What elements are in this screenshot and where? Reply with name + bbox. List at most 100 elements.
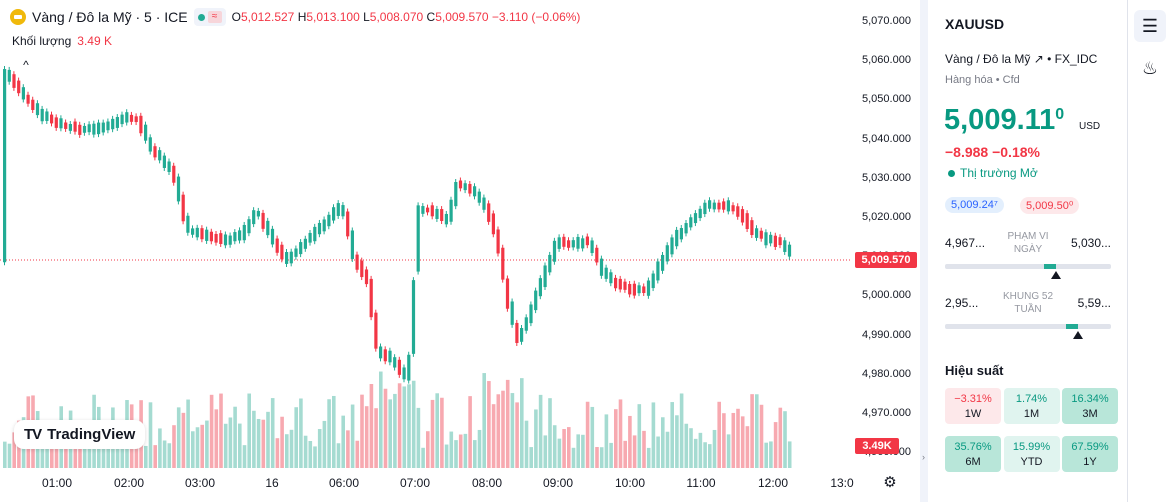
volume-bar <box>783 411 787 468</box>
price-currency: USD <box>1079 121 1101 132</box>
week52-range-fill <box>1065 324 1078 329</box>
candle <box>534 290 538 311</box>
volume-bar <box>548 398 552 468</box>
collapse-panel-icon[interactable]: › <box>922 452 925 462</box>
candle <box>247 219 251 234</box>
price-axis-label: 4,990.000 <box>862 328 911 341</box>
candle <box>26 94 30 104</box>
candle <box>181 194 185 222</box>
price-change: −8.988 −0.18% <box>945 144 1040 160</box>
price-axis[interactable]: 5,070.000 5,060.000 5,050.000 5,040.000 5,03… <box>852 0 920 470</box>
volume-bar <box>717 401 721 468</box>
chart-area[interactable]: Vàng / Đô la Mỹ · 5 · ICE ≈ O5,012.527 H… <box>0 0 920 502</box>
volume-bar <box>393 393 397 468</box>
volume-bar <box>440 397 444 468</box>
candle <box>787 244 792 257</box>
candle <box>435 208 439 219</box>
candle <box>186 215 190 233</box>
collapse-legend-button[interactable]: ^ <box>23 58 29 72</box>
candle <box>675 229 679 247</box>
tradingview-logo-icon: TV <box>24 426 42 443</box>
candle <box>783 240 787 252</box>
candle <box>78 124 82 135</box>
candle <box>637 285 641 294</box>
candle <box>618 278 622 290</box>
volume-bar <box>158 428 162 468</box>
candle <box>609 272 613 284</box>
symbol-details-panel: XAUUSD Vàng / Đô la Mỹ ↗ • FX_IDC Hàng h… <box>928 0 1127 502</box>
legend-status-pill[interactable]: ≈ <box>193 8 226 26</box>
watchlist-icon[interactable]: ☰ <box>1134 10 1166 42</box>
volume-bar <box>501 390 505 468</box>
candle <box>708 200 712 209</box>
volume-bar <box>736 408 740 468</box>
volume-bar <box>369 383 374 468</box>
tradingview-logo[interactable]: TV TradingView <box>14 420 146 449</box>
volume-bar <box>134 439 139 468</box>
candle <box>360 260 364 278</box>
time-axis-label: 10:00 <box>614 476 646 490</box>
time-axis-label: 16 <box>265 476 279 490</box>
candle <box>64 122 68 129</box>
candle <box>510 301 514 325</box>
volume-bar <box>313 446 317 468</box>
volume-bar <box>308 441 313 468</box>
volume-bar <box>205 420 209 468</box>
time-axis[interactable]: 01:00 02:00 03:00 16 06:00 07:00 08:00 09:00 10:… <box>0 470 854 498</box>
candlestick-chart[interactable] <box>0 0 852 470</box>
candle <box>769 234 773 244</box>
volume-bar <box>426 431 430 468</box>
volume-bar <box>656 436 660 468</box>
candle <box>665 245 669 262</box>
hot-lists-icon[interactable]: ♨ <box>1141 58 1159 78</box>
candle <box>238 230 242 241</box>
legend-title[interactable]: Vàng / Đô la Mỹ · 5 · ICE <box>32 9 188 25</box>
performance-title[interactable]: Hiệu suất <box>945 363 1004 378</box>
performance-cell-3m[interactable]: 16.34% 3M <box>1062 388 1118 424</box>
candle <box>336 203 340 216</box>
candle <box>327 214 331 227</box>
volume-bar <box>689 428 693 468</box>
symbol-description[interactable]: Vàng / Đô la Mỹ ↗ • FX_IDC <box>945 52 1098 66</box>
candle <box>350 230 354 259</box>
volume-bar <box>50 443 54 468</box>
volume-bar <box>275 438 280 468</box>
volume-bar <box>233 406 237 468</box>
performance-cell-1y[interactable]: 67.59% 1Y <box>1062 436 1118 472</box>
performance-cell-1w[interactable]: −3.31% 1W <box>945 388 1001 424</box>
volume-bar <box>322 420 327 468</box>
volume-bar <box>618 399 623 468</box>
candle <box>529 304 533 324</box>
volume-bar <box>599 447 604 468</box>
candle <box>407 354 411 381</box>
volume-bar <box>148 402 153 468</box>
performance-cell-1m[interactable]: 1.74% 1M <box>1003 388 1060 424</box>
volume-bar <box>458 434 463 468</box>
volume-bar <box>350 404 355 468</box>
candle <box>440 209 444 222</box>
candle <box>623 281 627 290</box>
symbol-name[interactable]: XAUUSD <box>945 16 1005 32</box>
volume-bar <box>12 432 16 468</box>
price-axis-label: 5,040.000 <box>862 132 911 145</box>
performance-cell-ytd[interactable]: 15.99% YTD <box>1003 436 1060 472</box>
candle <box>17 80 21 94</box>
candle <box>567 240 571 248</box>
chart-settings-icon[interactable]: ⚙ <box>883 474 897 491</box>
volume-bar <box>421 447 425 468</box>
candle <box>73 121 77 132</box>
time-axis-label: 11:00 <box>686 476 716 490</box>
time-axis-label: 09:00 <box>542 476 574 490</box>
candle <box>191 228 195 235</box>
performance-cell-6m[interactable]: 35.76% 6M <box>945 436 1001 472</box>
candle <box>341 205 345 217</box>
candle <box>106 121 110 131</box>
volume-bar <box>191 431 195 468</box>
volume-bar <box>266 411 270 468</box>
candle <box>487 203 491 222</box>
panel-divider[interactable] <box>920 0 928 502</box>
volume-bar <box>444 444 449 468</box>
candle <box>628 284 632 295</box>
volume-bar <box>294 407 298 468</box>
week52-range-marker-icon <box>1072 331 1083 339</box>
